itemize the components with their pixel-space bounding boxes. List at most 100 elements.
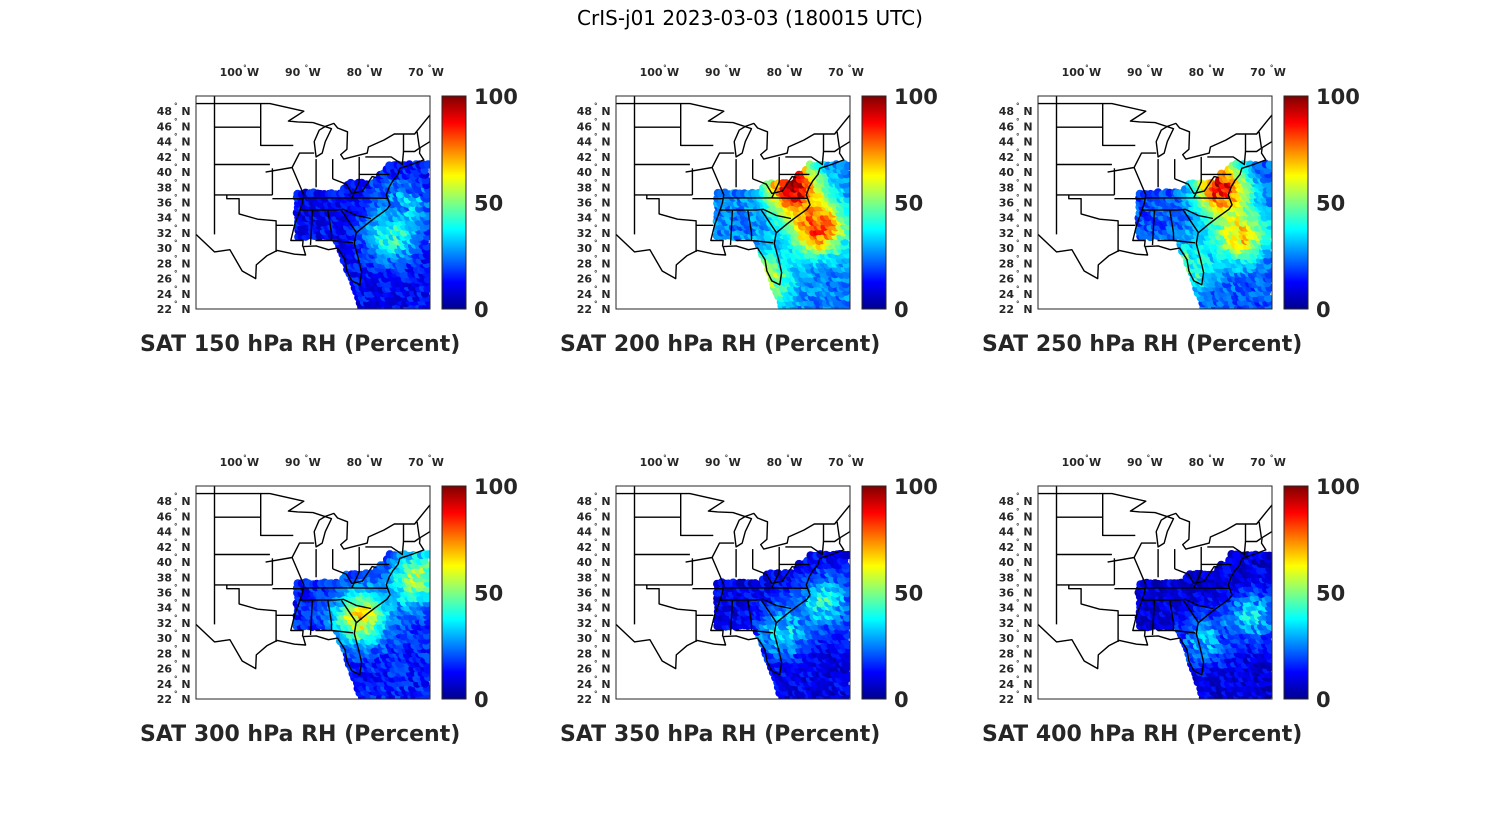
rh-observation: [1265, 160, 1272, 169]
lat-tick-label: 38: [577, 571, 592, 584]
lat-tick-label: 32: [577, 617, 592, 630]
degree-symbol: °: [725, 64, 729, 72]
lat-tick-label: 36: [157, 587, 173, 600]
colorbar-tick-label: 100: [474, 475, 518, 499]
lat-tick-label: 44: [999, 136, 1015, 149]
degree-symbol: °: [174, 507, 178, 515]
degree-symbol: °: [594, 523, 598, 531]
degree-symbol: °: [663, 64, 667, 72]
degree-symbol: °: [366, 454, 370, 462]
state-border: [751, 239, 774, 244]
lon-tick-label: 100: [640, 456, 663, 469]
map-outlines: [616, 96, 850, 286]
lat-tick-label: 30: [999, 242, 1015, 255]
lat-suffix: N: [1023, 181, 1032, 194]
lon-tick-label: 80: [347, 456, 363, 469]
lat-tick-label: 30: [577, 632, 593, 645]
lat-tick-label: 40: [577, 556, 593, 569]
state-border: [760, 599, 777, 623]
lat-suffix: N: [181, 257, 190, 270]
rh-swath-data: [292, 160, 430, 309]
state-border: [351, 174, 360, 199]
degree-symbol: °: [786, 64, 790, 72]
degree-symbol: °: [174, 614, 178, 622]
lat-suffix: N: [1023, 242, 1032, 255]
colorbar: [441, 485, 467, 700]
lat-tick-label: 36: [157, 197, 173, 210]
lon-tick-label: 80: [1189, 66, 1205, 79]
degree-symbol: °: [1016, 102, 1020, 110]
degree-symbol: °: [305, 64, 309, 72]
panel-200hpa: 100 ° W 90 ° W 80 ° W 70 ° W 48 ° N 46 ° N 44 ° N 42 ° N 40 ° N 38 °…: [560, 62, 980, 402]
lat-suffix: N: [181, 510, 190, 523]
colorbar: [1283, 95, 1309, 310]
state-border: [729, 210, 734, 246]
lat-suffix: N: [181, 663, 190, 676]
colorbar-tick-label: 0: [1316, 298, 1331, 322]
degree-symbol: °: [594, 675, 598, 683]
coastline: [196, 102, 430, 286]
degree-symbol: °: [174, 148, 178, 156]
degree-symbol: °: [594, 553, 598, 561]
state-border: [710, 557, 725, 637]
degree-symbol: °: [1147, 64, 1151, 72]
lat-tick-label: 48: [999, 105, 1014, 118]
degree-symbol: °: [174, 538, 178, 546]
colorbar-tick-label: 100: [1316, 85, 1360, 109]
state-border: [1132, 167, 1147, 247]
colorbar-tick-label: 50: [894, 192, 923, 216]
lat-suffix: N: [601, 242, 610, 255]
lat-suffix: N: [181, 242, 190, 255]
state-border: [1101, 103, 1136, 147]
state-border: [836, 131, 841, 149]
state-border: [351, 564, 360, 589]
degree-symbol: °: [848, 454, 852, 462]
degree-symbol: °: [366, 64, 370, 72]
rh-swath-data: [1134, 159, 1272, 309]
state-border: [646, 584, 697, 642]
lon-suffix: W: [1151, 66, 1163, 79]
state-border: [752, 175, 797, 195]
lon-tick-label: 100: [220, 66, 243, 79]
degree-symbol: °: [174, 584, 178, 592]
lat-tick-label: 32: [157, 617, 172, 630]
state-border: [1068, 194, 1119, 252]
lat-suffix: N: [601, 212, 610, 225]
lat-tick-label: 24: [157, 678, 173, 691]
state-border: [265, 542, 315, 563]
rh-swath-data: [292, 550, 430, 699]
lat-suffix: N: [601, 105, 610, 118]
coastline: [616, 492, 850, 676]
lon-tick-label: 100: [640, 66, 663, 79]
lat-suffix: N: [601, 556, 610, 569]
degree-symbol: °: [174, 285, 178, 293]
lon-suffix: W: [1212, 66, 1224, 79]
lat-suffix: N: [181, 693, 190, 706]
coastline: [196, 492, 430, 676]
lat-suffix: N: [181, 617, 190, 630]
lat-tick-label: 40: [577, 166, 593, 179]
lat-suffix: N: [1023, 151, 1032, 164]
state-border: [309, 600, 314, 636]
lat-suffix: N: [1023, 105, 1032, 118]
lon-tick-label: 90: [1127, 66, 1143, 79]
colorbar: [861, 485, 887, 700]
degree-symbol: °: [1270, 64, 1274, 72]
lat-tick-label: 46: [577, 510, 593, 523]
lat-suffix: N: [181, 556, 190, 569]
lat-suffix: N: [181, 151, 190, 164]
degree-symbol: °: [594, 285, 598, 293]
lat-tick-label: 38: [999, 181, 1014, 194]
panel-title: SAT 250 hPa RH (Percent): [982, 332, 1303, 357]
lat-suffix: N: [601, 303, 610, 316]
degree-symbol: °: [1016, 163, 1020, 171]
degree-symbol: °: [594, 507, 598, 515]
state-border: [1107, 152, 1157, 173]
degree-symbol: °: [428, 64, 432, 72]
lat-suffix: N: [601, 181, 610, 194]
degree-symbol: °: [174, 300, 178, 308]
lat-suffix: N: [601, 526, 610, 539]
lat-suffix: N: [1023, 136, 1032, 149]
lat-tick-label: 36: [577, 197, 593, 210]
degree-symbol: °: [174, 690, 178, 698]
